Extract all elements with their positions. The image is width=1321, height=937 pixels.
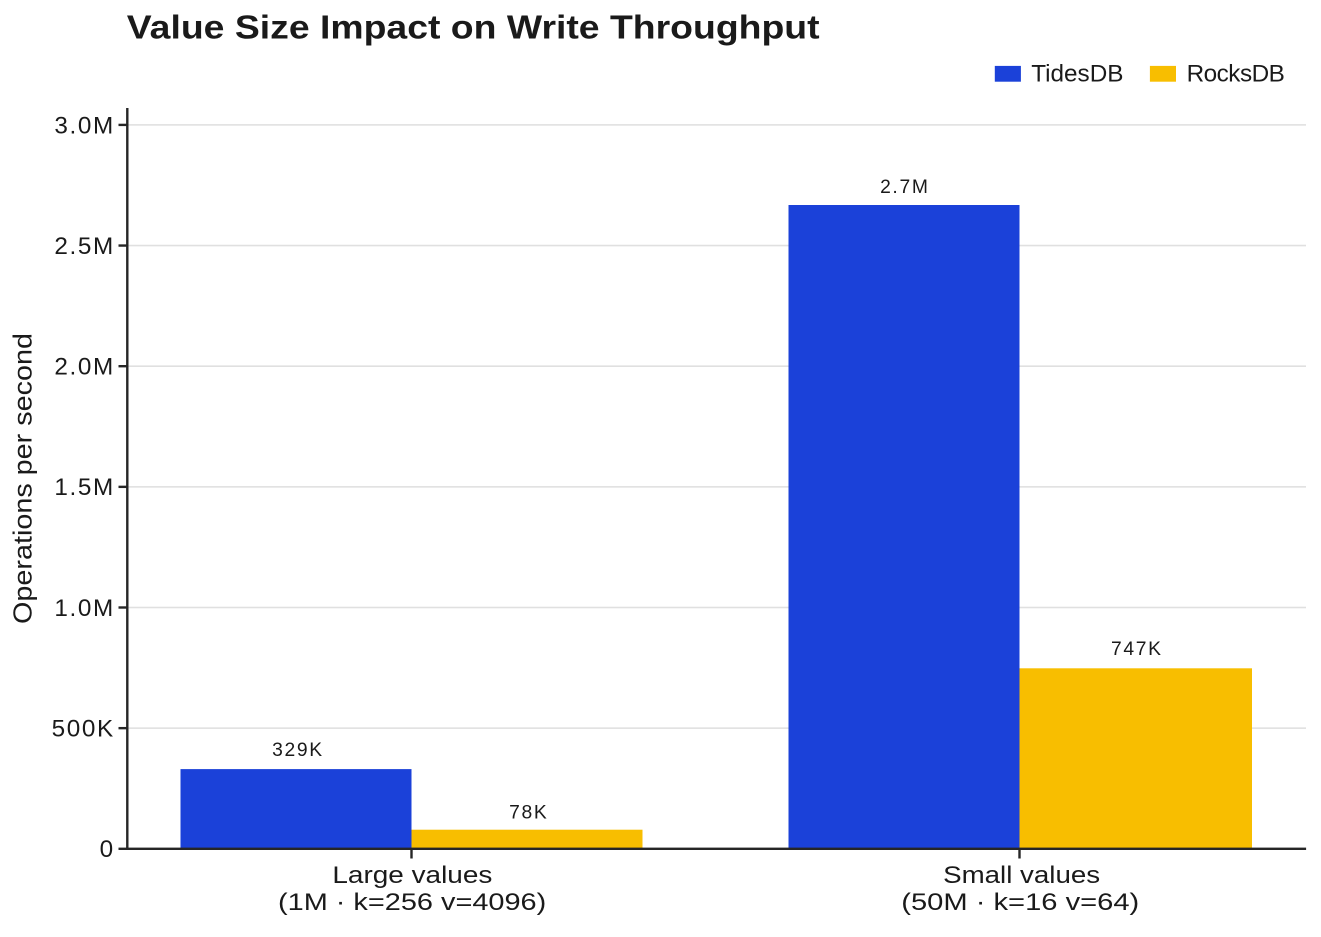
svg-text:Large values: Large values [332,861,492,889]
svg-text:747K: 747K [1111,639,1163,660]
svg-text:500K: 500K [52,716,115,743]
svg-text:2.0M: 2.0M [54,354,114,381]
svg-text:RocksDB: RocksDB [1187,61,1285,88]
svg-text:Small values: Small values [943,861,1100,889]
svg-text:TidesDB: TidesDB [1031,61,1123,88]
svg-text:(1M · k=256 v=4096): (1M · k=256 v=4096) [278,888,546,915]
svg-text:(50M · k=16 v=64): (50M · k=16 v=64) [901,888,1139,915]
svg-text:1.5M: 1.5M [54,474,114,501]
svg-text:1.0M: 1.0M [54,595,114,622]
svg-text:Operations per second: Operations per second [8,333,37,624]
svg-text:2.7M: 2.7M [880,177,929,198]
svg-text:Value Size Impact on Write Thr: Value Size Impact on Write Throughput [127,10,820,47]
svg-text:329K: 329K [272,740,324,761]
svg-text:2.5M: 2.5M [54,233,114,260]
svg-text:78K: 78K [509,803,548,824]
svg-text:3.0M: 3.0M [54,112,114,139]
svg-text:0: 0 [100,836,115,863]
